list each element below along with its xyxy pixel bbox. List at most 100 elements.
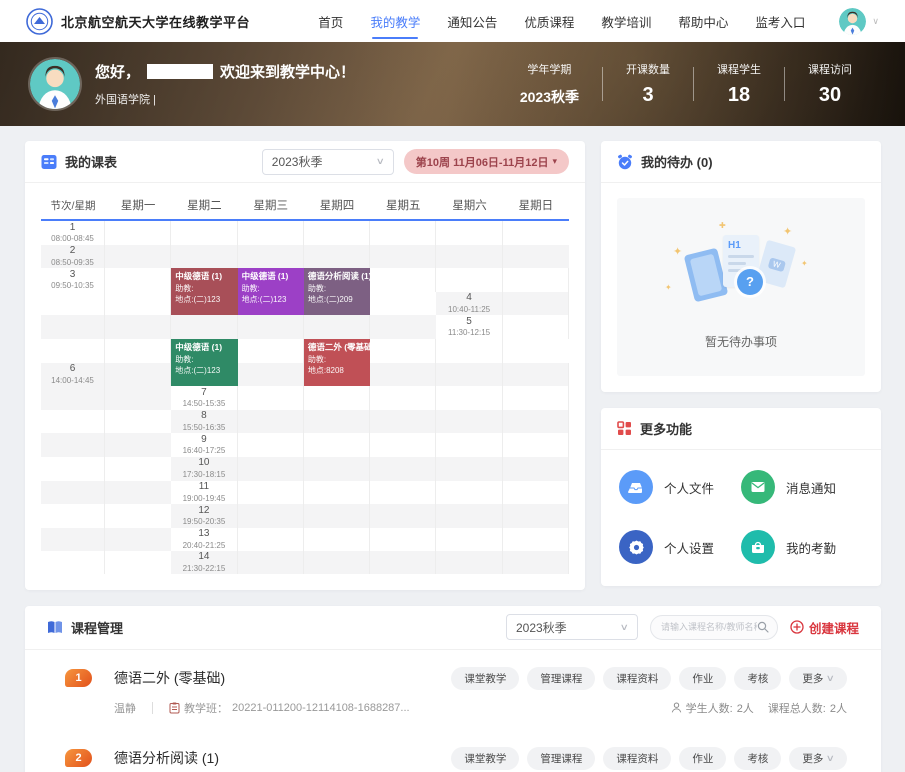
timetable-cell[interactable]	[436, 221, 503, 245]
course-action-button[interactable]: 考核	[734, 666, 782, 690]
nav-item-notices[interactable]: 通知公告	[447, 15, 498, 30]
timetable-cell[interactable]	[370, 338, 437, 363]
timetable-cell[interactable]	[370, 433, 437, 457]
timetable-cell[interactable]	[503, 339, 569, 363]
timetable-cell[interactable]	[436, 480, 503, 505]
timetable-cell[interactable]	[237, 244, 304, 269]
course-action-button[interactable]: 课堂教学	[451, 666, 520, 690]
timetable-cell[interactable]	[436, 362, 503, 387]
timetable-course-block[interactable]: 中级德语 (1) 助教: 地点:(二)123	[237, 268, 304, 316]
timetable-cell[interactable]	[503, 527, 569, 552]
timetable-cell[interactable]	[304, 386, 371, 410]
timetable-cell[interactable]	[304, 527, 371, 552]
timetable-cell[interactable]	[303, 456, 371, 481]
timetable-cell[interactable]	[105, 410, 171, 434]
nav-item-my-teaching[interactable]: 我的教学	[370, 8, 420, 39]
nav-item-proctor-entry[interactable]: 监考入口	[755, 15, 806, 30]
timetable-course-block[interactable]: 中级德语 (1) 助教: 地点:(二)123	[171, 338, 238, 387]
timetable-cell[interactable]	[370, 221, 437, 245]
timetable-cell[interactable]	[370, 362, 437, 387]
timetable-cell[interactable]	[41, 409, 105, 434]
nav-item-training[interactable]: 教学培训	[601, 15, 652, 30]
course-more-button[interactable]: 更多 ∨	[789, 746, 847, 770]
timetable-cell[interactable]	[436, 244, 503, 269]
timetable-cell[interactable]	[171, 315, 238, 339]
course-search-input[interactable]	[660, 622, 757, 633]
timetable-cell[interactable]	[237, 315, 304, 339]
timetable-cell[interactable]	[105, 291, 172, 316]
timetable-cell[interactable]	[436, 409, 503, 434]
course-action-button[interactable]: 作业	[679, 666, 727, 690]
timetable-cell[interactable]	[370, 480, 437, 505]
timetable-cell[interactable]	[503, 268, 569, 292]
timetable-cell[interactable]	[238, 480, 304, 505]
timetable-cell[interactable]	[105, 268, 172, 292]
timetable-cell[interactable]	[370, 551, 437, 574]
timetable-cell[interactable]	[237, 409, 304, 434]
timetable-cell[interactable]	[41, 386, 105, 410]
timetable-course-block[interactable]: 德语二外 (零基础) 助教: 地点:8208	[303, 338, 371, 387]
timetable-cell[interactable]	[105, 221, 172, 245]
timetable-course-block[interactable]: 中级德语 (1) 助教: 地点:(二)123	[171, 268, 238, 316]
more-item-personal-files[interactable]: 个人文件	[619, 470, 741, 504]
timetable-cell[interactable]	[105, 386, 172, 410]
nav-item-quality-courses[interactable]: 优质课程	[524, 15, 575, 30]
timetable-cell[interactable]	[370, 268, 437, 292]
timetable-cell[interactable]	[41, 551, 105, 574]
timetable-cell[interactable]	[171, 244, 238, 269]
timetable-cell[interactable]	[370, 409, 437, 434]
timetable-cell[interactable]	[370, 292, 436, 316]
course-action-button[interactable]: 管理课程	[527, 746, 596, 770]
course-action-button[interactable]: 管理课程	[527, 666, 596, 690]
timetable-cell[interactable]	[105, 362, 172, 387]
timetable-cell[interactable]	[502, 551, 569, 574]
more-item-message-notifications[interactable]: 消息通知	[741, 470, 863, 504]
timetable-cell[interactable]	[41, 456, 105, 481]
timetable-cell[interactable]	[105, 338, 172, 363]
timetable-cell[interactable]	[503, 221, 569, 245]
timetable-cell[interactable]	[436, 551, 503, 574]
timetable-cell[interactable]	[105, 315, 172, 339]
timetable-cell[interactable]	[436, 504, 503, 528]
timetable-cell[interactable]	[370, 527, 437, 552]
timetable-cell[interactable]	[370, 504, 437, 528]
timetable-cell[interactable]	[237, 362, 304, 387]
timetable-cell[interactable]	[502, 504, 569, 528]
timetable-cell[interactable]	[436, 338, 503, 363]
course-title[interactable]: 德语二外 (零基础)	[114, 670, 226, 687]
timetable-cell[interactable]	[171, 221, 238, 245]
timetable-cell[interactable]	[41, 433, 105, 457]
timetable-cell[interactable]	[503, 386, 569, 410]
course-term-select[interactable]: 2023秋季 ∨	[505, 614, 638, 641]
timetable-cell[interactable]	[237, 504, 304, 528]
timetable-cell[interactable]	[303, 409, 371, 434]
timetable-cell[interactable]	[503, 480, 569, 505]
timetable-cell[interactable]	[436, 456, 503, 481]
timetable-cell[interactable]	[238, 338, 304, 363]
search-icon[interactable]	[757, 621, 769, 633]
timetable-cell[interactable]	[41, 504, 105, 528]
timetable-cell[interactable]	[503, 433, 569, 457]
course-action-button[interactable]: 作业	[679, 746, 727, 770]
timetable-cell[interactable]	[370, 386, 437, 410]
timetable-cell[interactable]	[105, 457, 171, 481]
nav-item-home[interactable]: 首页	[318, 15, 344, 30]
timetable-cell[interactable]	[502, 362, 569, 387]
nav-item-help-center[interactable]: 帮助中心	[678, 15, 729, 30]
term-select[interactable]: 2023秋季 ∨	[261, 148, 394, 175]
timetable-cell[interactable]	[304, 221, 371, 245]
timetable-cell[interactable]	[370, 244, 437, 269]
timetable-cell[interactable]	[237, 551, 304, 574]
timetable-cell[interactable]	[238, 221, 304, 245]
timetable-cell[interactable]	[503, 315, 569, 339]
course-search-box[interactable]	[649, 614, 778, 640]
brand[interactable]: 北京航空航天大学在线教学平台	[26, 7, 250, 35]
timetable-cell[interactable]	[303, 244, 371, 269]
timetable-cell[interactable]	[502, 456, 569, 481]
course-title[interactable]: 德语分析阅读 (1)	[114, 750, 219, 767]
timetable-cell[interactable]	[41, 527, 105, 552]
timetable-cell[interactable]	[303, 551, 371, 574]
create-course-button[interactable]: 创建课程	[790, 618, 859, 637]
timetable-cell[interactable]	[370, 315, 437, 339]
timetable-cell[interactable]	[41, 291, 105, 316]
